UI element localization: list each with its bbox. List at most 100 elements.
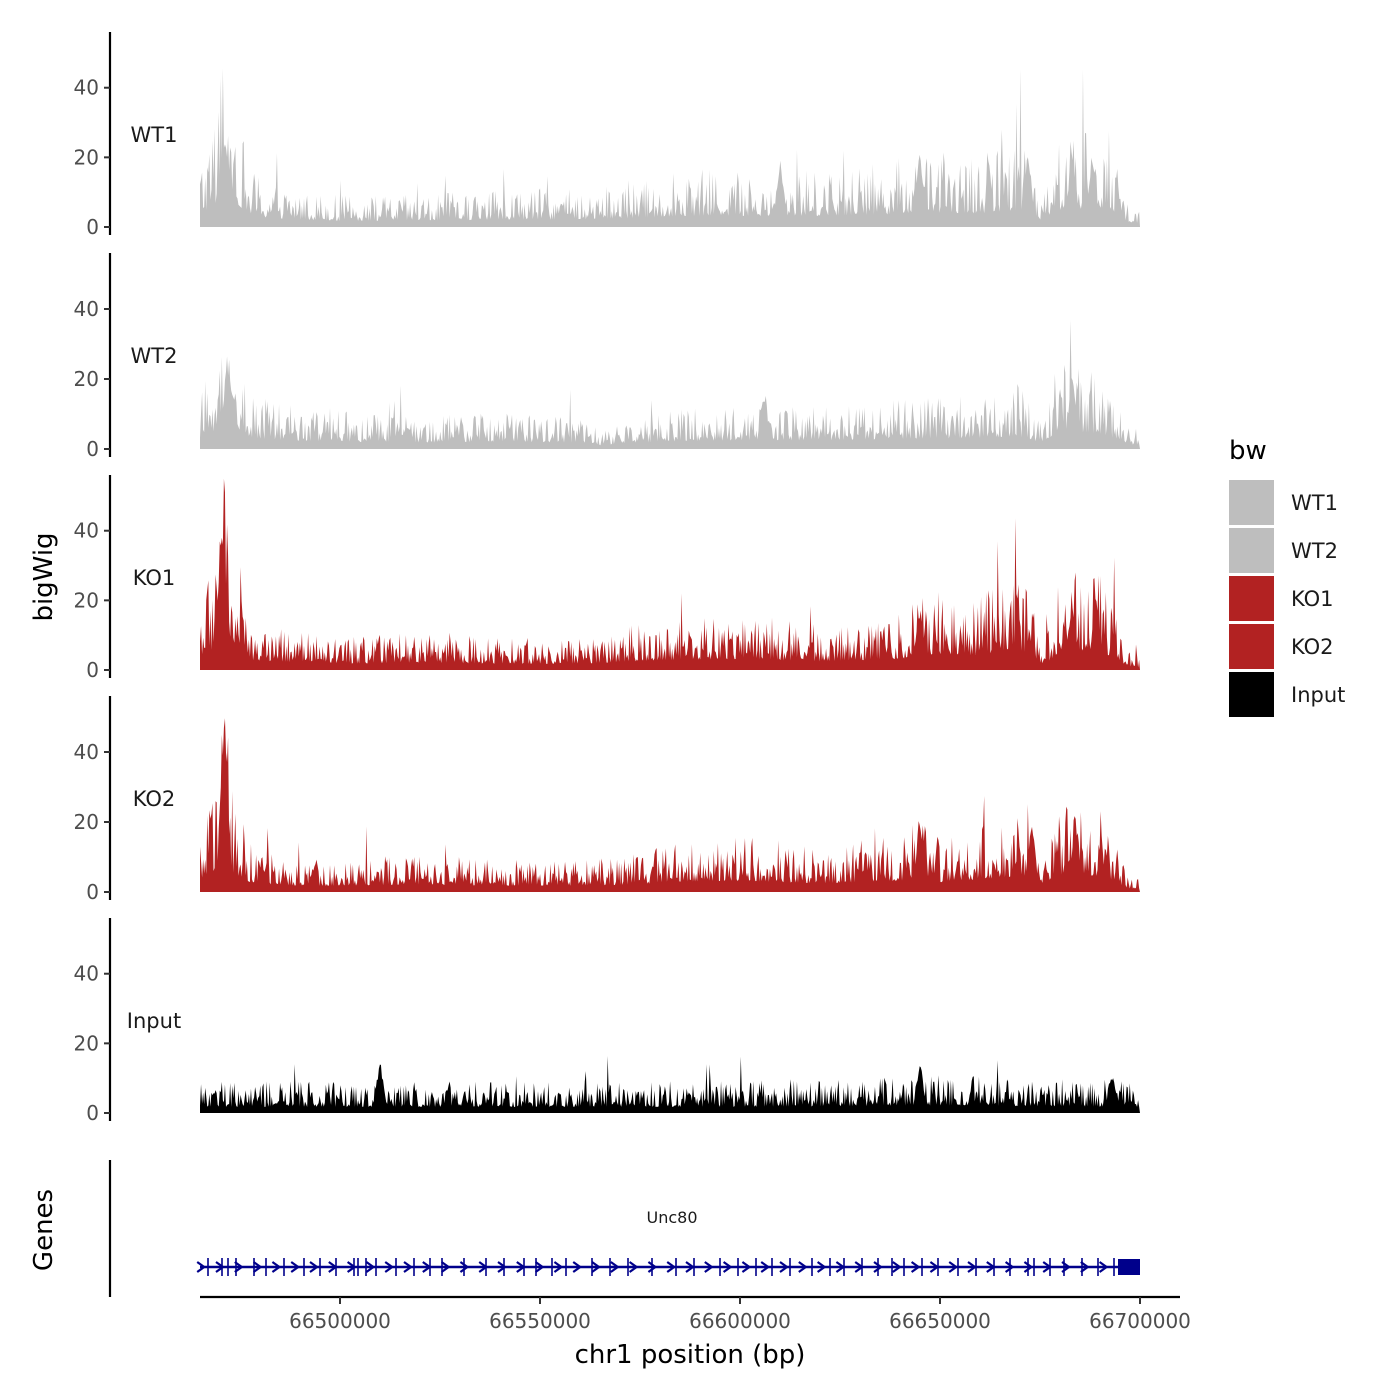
x-tick-label: 66550000 xyxy=(489,1309,591,1333)
gene-strand-arrow xyxy=(215,1261,225,1273)
gene-strand-arrow xyxy=(572,1261,583,1273)
y-tick-label: 40 xyxy=(74,297,99,321)
gene-strand-arrow xyxy=(1004,1261,1015,1273)
gene-strand-arrow xyxy=(422,1261,432,1273)
legend-title: bw xyxy=(1229,436,1267,466)
track-wt1: 0 20 40 WT1 xyxy=(74,32,1140,239)
gene-strand-arrow xyxy=(722,1261,733,1273)
y-tick-label: 40 xyxy=(74,519,99,543)
y-tick-label: 40 xyxy=(74,962,99,986)
gene-strand-arrow xyxy=(309,1261,319,1273)
signal-area xyxy=(200,68,1140,227)
legend: bw WT1 WT2 KO1 KO2 Input xyxy=(1229,436,1345,717)
y-tick-label: 0 xyxy=(86,215,99,239)
legend-item: KO1 xyxy=(1229,576,1334,621)
gene-strand-arrow xyxy=(591,1261,601,1273)
legend-label: Input xyxy=(1291,683,1345,707)
gene-strand-arrow xyxy=(910,1261,921,1273)
gene-strand-arrow xyxy=(384,1261,395,1273)
legend-label: KO2 xyxy=(1291,635,1334,659)
x-tick-label: 66600000 xyxy=(689,1309,791,1333)
gene-strand-arrow xyxy=(779,1261,789,1273)
track-wt2: 0 20 40 WT2 xyxy=(74,253,1140,461)
gene-strand-arrow xyxy=(1023,1261,1034,1273)
x-tick-label: 66700000 xyxy=(1089,1309,1191,1333)
signal-tracks: 0 20 40 WT1 0 20 40 WT2 0 20 40 KO1 0 20 40 KO2 0 20 40 Inp… xyxy=(74,32,1140,1125)
gene-strand-arrow xyxy=(647,1261,658,1273)
y-tick-label: 20 xyxy=(74,145,99,169)
gene-strand-arrow xyxy=(271,1261,282,1273)
gene-strand-arrow xyxy=(948,1261,959,1273)
legend-key xyxy=(1229,672,1274,717)
gene-name-label: Unc80 xyxy=(646,1208,697,1227)
legend-item: WT1 xyxy=(1229,480,1338,525)
legend-key xyxy=(1229,480,1274,525)
y-axis-title: bigWig xyxy=(29,532,59,621)
y-tick-label: 0 xyxy=(86,658,99,682)
gene-strand-arrow xyxy=(816,1261,827,1273)
y-tick-label: 20 xyxy=(74,588,99,612)
y-tick-label: 0 xyxy=(86,437,99,461)
x-tick-label: 66650000 xyxy=(889,1309,991,1333)
gene-strand-arrow xyxy=(403,1261,413,1273)
gene-strand-arrow xyxy=(741,1261,752,1273)
track-ko1: 0 20 40 KO1 xyxy=(74,475,1140,682)
gene-strand-arrow xyxy=(497,1261,507,1273)
track-label: WT2 xyxy=(131,344,178,368)
gene-strand-arrow xyxy=(666,1261,677,1273)
gene-strand-arrow xyxy=(967,1261,977,1273)
track-ko2: 0 20 40 KO2 xyxy=(74,696,1140,904)
track-input: 0 20 40 Input xyxy=(74,918,1140,1125)
signal-area xyxy=(200,320,1140,449)
gene-strand-arrow xyxy=(854,1261,865,1273)
y-tick-label: 0 xyxy=(86,880,99,904)
x-axis-title: chr1 position (bp) xyxy=(575,1340,806,1370)
gene-strand-arrow xyxy=(534,1261,545,1273)
gene-strand-arrow xyxy=(365,1261,376,1273)
gene-strand-arrow xyxy=(328,1261,338,1273)
gene-strand-arrow xyxy=(516,1261,526,1273)
y-tick-label: 0 xyxy=(86,1101,99,1125)
legend-label: WT2 xyxy=(1291,539,1338,563)
legend-key xyxy=(1229,528,1274,573)
gene-strand-arrow xyxy=(440,1261,451,1273)
x-tick-label: 66500000 xyxy=(289,1309,391,1333)
legend-label: KO1 xyxy=(1291,587,1334,611)
gene-strand-arrow xyxy=(929,1261,940,1273)
gene-strand-arrow xyxy=(873,1261,883,1273)
genes-track: Unc80 xyxy=(108,1160,1140,1297)
legend-item: KO2 xyxy=(1229,624,1334,669)
y-tick-label: 40 xyxy=(74,76,99,100)
gene-strand-arrow xyxy=(290,1261,301,1273)
gene-strand-arrow xyxy=(986,1261,996,1273)
gene-strand-arrow xyxy=(685,1261,695,1273)
gene-strand-arrow xyxy=(835,1261,846,1273)
gene-strand-arrow xyxy=(553,1261,564,1273)
gene-strand-arrow xyxy=(1061,1261,1071,1273)
gene-strand-arrow xyxy=(346,1261,357,1273)
gene-strand-arrow xyxy=(196,1261,207,1273)
y-tick-label: 40 xyxy=(74,740,99,764)
legend-item: WT2 xyxy=(1229,528,1338,573)
track-label: KO2 xyxy=(133,787,176,811)
gene-strand-arrow xyxy=(459,1261,470,1273)
gene-strand-arrow xyxy=(892,1261,902,1273)
gene-strand-arrow xyxy=(234,1261,244,1273)
gene-strand-arrow xyxy=(798,1261,808,1273)
gene-last-exon xyxy=(1118,1259,1140,1275)
gene-strand-arrow xyxy=(1080,1261,1090,1273)
signal-area xyxy=(200,1055,1140,1113)
gene-strand-arrow xyxy=(610,1261,620,1273)
track-label: WT1 xyxy=(131,123,178,147)
legend-key xyxy=(1229,624,1274,669)
gene-strand-arrow xyxy=(628,1261,639,1273)
genes-axis-title: Genes xyxy=(29,1189,59,1271)
gene-strand-arrow xyxy=(760,1261,771,1273)
track-label: KO1 xyxy=(133,566,176,590)
gene-strand-arrow xyxy=(252,1261,263,1273)
gene-strand-arrow xyxy=(1098,1261,1109,1273)
gene-strand-arrow xyxy=(478,1261,489,1273)
legend-label: WT1 xyxy=(1291,491,1338,515)
track-label: Input xyxy=(127,1009,181,1033)
legend-item: Input xyxy=(1229,672,1345,717)
